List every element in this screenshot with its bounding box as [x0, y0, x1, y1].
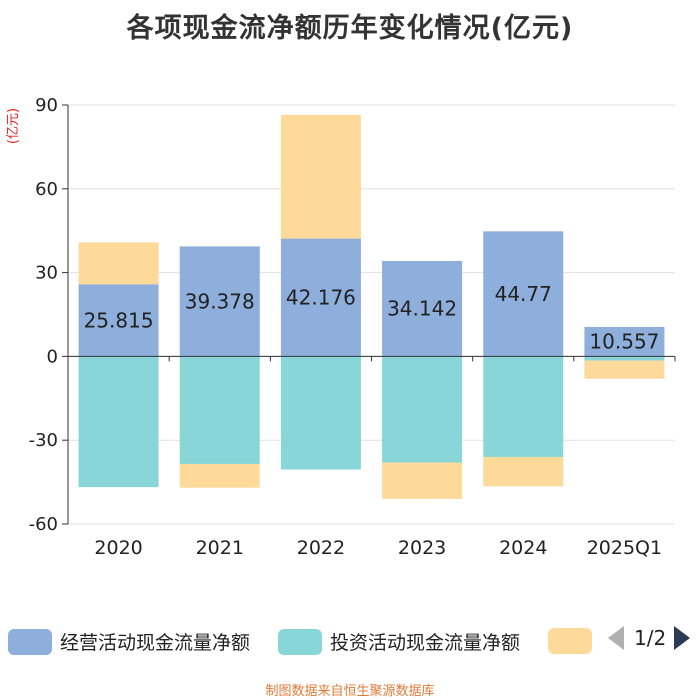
bar-2023-series-0[interactable]: [382, 261, 463, 357]
y-tick-label: -60: [29, 514, 58, 535]
y-axis-unit-label: (亿元): [6, 108, 21, 144]
x-tick-label: 2025Q1: [587, 537, 662, 559]
bar-2024-series-2[interactable]: [483, 456, 564, 487]
x-tick-label: 2021: [196, 537, 244, 559]
next-page-icon[interactable]: [674, 626, 691, 650]
source-note: 制图数据来自恒生聚源数据库: [265, 684, 435, 699]
bar-2021-series-0[interactable]: [179, 246, 260, 357]
bar-2020-series-0[interactable]: [78, 284, 159, 357]
legend: 经营活动现金流量净额 投资活动现金流量净额 1/2: [0, 622, 700, 662]
data-labels: 25.815 39.378 42.176 34.142 44.77 10.557: [84, 282, 660, 354]
y-tick-label: -30: [29, 430, 58, 451]
y-tick-label: 30: [35, 263, 58, 284]
bar-2024-series-1[interactable]: [483, 356, 564, 457]
legend-label-operating: 经营活动现金流量净额: [60, 632, 251, 654]
data-label-2022: 42.176: [286, 285, 356, 309]
data-label-2023: 34.142: [387, 297, 457, 321]
x-tick-label: 2024: [499, 537, 547, 559]
legend-item-operating[interactable]: 经营活动现金流量净额: [8, 628, 250, 655]
x-tick-label: 2022: [297, 537, 345, 559]
bar-2020-series-2[interactable]: [78, 242, 159, 285]
bar-2022-series-0[interactable]: [280, 238, 361, 357]
bar-2020-series-1[interactable]: [78, 356, 159, 488]
y-tick-label: 90: [35, 95, 58, 116]
data-label-2024: 44.77: [495, 282, 552, 306]
bars: [78, 114, 665, 499]
y-tick-label: 60: [35, 179, 58, 200]
legend-swatch-operating: [8, 628, 52, 655]
legend-swatch-financing: [548, 628, 592, 654]
x-tick-label: 2020: [94, 537, 142, 559]
data-label-2025Q1: 10.557: [589, 330, 659, 354]
legend-pager: 1/2: [608, 626, 691, 650]
bar-2023-series-1[interactable]: [382, 356, 463, 463]
x-tick-label: 2023: [398, 537, 446, 559]
bar-2023-series-2[interactable]: [382, 462, 463, 499]
bar-2021-series-1[interactable]: [179, 356, 260, 464]
data-label-2020: 25.815: [84, 308, 154, 332]
legend-item-financing[interactable]: [548, 628, 600, 654]
page-indicator: 1/2: [634, 626, 667, 650]
bar-2025Q1-series-1[interactable]: [584, 356, 665, 361]
bar-2021-series-2[interactable]: [179, 463, 260, 488]
bar-2025Q1-series-0[interactable]: [584, 326, 665, 357]
bar-2025Q1-series-2[interactable]: [584, 360, 665, 379]
bar-2022-series-2[interactable]: [280, 114, 361, 239]
bar-2024-series-0[interactable]: [483, 231, 564, 357]
legend-label-investing: 投资活动现金流量净额: [330, 632, 521, 654]
legend-swatch-investing: [278, 628, 322, 655]
axes: -60 -30 0 30 60 90 (亿元) 2020 2021 2022 2023 2024 202…: [6, 95, 676, 559]
data-label-2021: 39.378: [185, 289, 255, 313]
chart-title: 各项现金流净额历年变化情况(亿元): [126, 13, 574, 44]
y-tick-label: 0: [47, 346, 58, 367]
previous-page-icon[interactable]: [608, 626, 624, 650]
grid-lines: [68, 104, 675, 525]
bar-2022-series-1[interactable]: [280, 356, 361, 470]
legend-item-investing[interactable]: 投资活动现金流量净额: [278, 628, 520, 655]
